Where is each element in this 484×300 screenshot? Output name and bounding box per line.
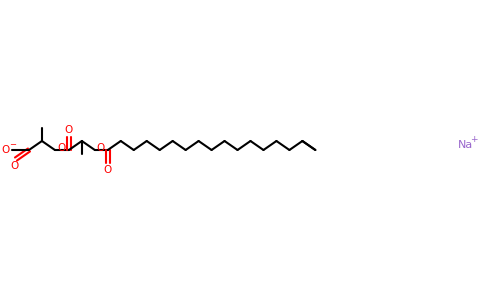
Text: O: O <box>1 145 9 155</box>
Text: O: O <box>11 161 19 171</box>
Text: Na: Na <box>458 140 473 150</box>
Text: O: O <box>97 143 105 153</box>
Text: O: O <box>65 125 73 135</box>
Text: O: O <box>104 165 112 175</box>
Text: O: O <box>58 143 66 153</box>
Text: −: − <box>10 140 16 149</box>
Text: +: + <box>470 136 478 145</box>
